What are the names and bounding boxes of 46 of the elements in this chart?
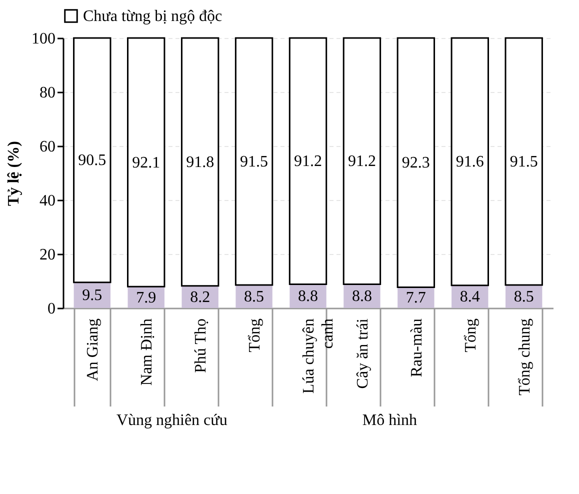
y-tick-label: 100	[32, 30, 56, 48]
data-label: 91.6	[456, 154, 484, 171]
data-label: 8.4	[460, 288, 480, 306]
x-tick-label: Tổng	[462, 318, 480, 352]
x-tick-label: Phú Thọ	[192, 318, 210, 373]
data-label: 7.9	[136, 289, 156, 306]
y-tick-label: 20	[40, 246, 56, 264]
data-label: 8.8	[298, 288, 318, 306]
x-tick-label: Lúa chuyên canh	[300, 318, 336, 394]
data-label: 90.5	[78, 152, 106, 170]
data-label: 91.5	[240, 154, 268, 171]
x-tick-label: An Giang	[84, 318, 102, 382]
data-label: 8.5	[514, 288, 534, 306]
bar	[234, 37, 274, 286]
data-label: 8.5	[244, 288, 264, 306]
y-tick-label: 0	[48, 300, 56, 318]
bar	[504, 37, 543, 286]
x-tick-label: Nam Định	[138, 318, 156, 386]
y-tick-label: 40	[40, 192, 56, 210]
bar	[396, 37, 436, 288]
text: Vùng nghiên cứu	[116, 412, 228, 429]
data-label: 91.2	[294, 153, 322, 170]
y-axis-title: Tỷ lệ (%)	[6, 141, 22, 206]
y-tick-label: 80	[40, 84, 56, 102]
x-tick-label: Rau-màu	[408, 318, 426, 378]
legend-label: Chưa từng bị ngộ độc	[83, 8, 222, 25]
bar	[288, 37, 328, 285]
data-label: 91.8	[186, 154, 214, 171]
data-label: 7.7	[406, 290, 426, 307]
x-tick-label: Tổng chung	[516, 318, 534, 396]
data-label: 91.5	[510, 154, 538, 171]
x-tick-label: Tổng	[246, 318, 264, 352]
bar	[342, 37, 382, 285]
bar	[180, 37, 220, 287]
data-label: 8.2	[190, 288, 210, 306]
data-label: 8.8	[352, 288, 372, 306]
bar	[73, 37, 112, 284]
text: Mô hình	[362, 412, 418, 429]
x-tick-label: Cây ăn trái	[354, 318, 372, 389]
data-label: 92.1	[132, 154, 160, 172]
bar	[450, 37, 489, 286]
data-label: 92.3	[402, 154, 430, 172]
data-label: 91.2	[348, 153, 376, 170]
bar	[127, 37, 166, 288]
data-label: 9.5	[82, 287, 102, 304]
y-tick-label: 60	[40, 138, 56, 156]
